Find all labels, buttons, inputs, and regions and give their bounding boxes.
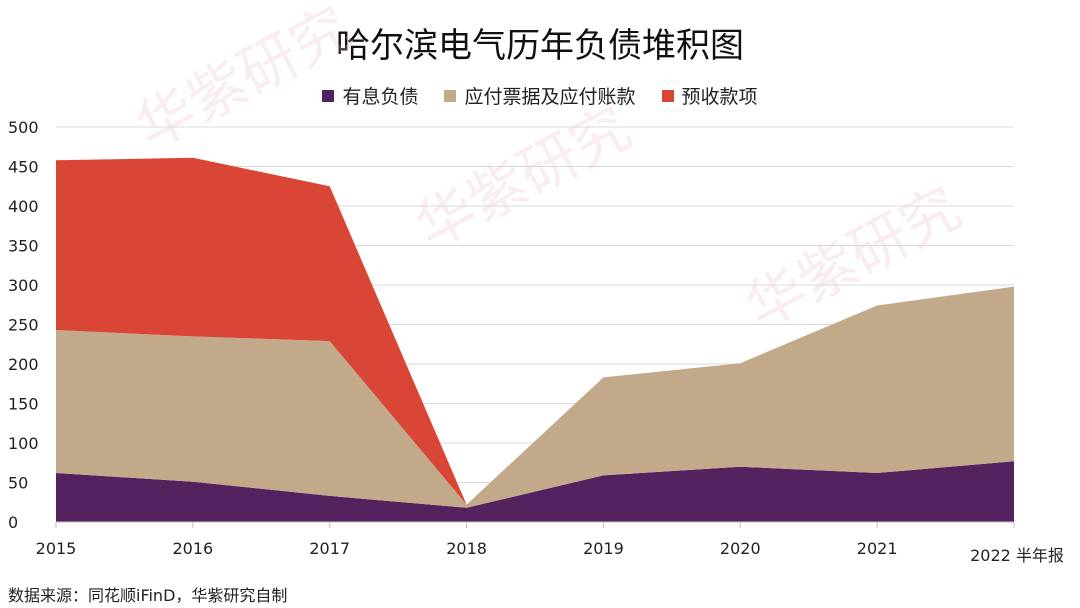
- legend-item-interest-debt: 有息负债: [322, 82, 418, 109]
- area-series-1: [56, 286, 1014, 508]
- legend-label-interest-debt: 有息负债: [342, 86, 419, 108]
- y-tick-label: 100: [8, 434, 39, 453]
- chart-legend: 有息负债 应付票据及应付账款 预收款项: [0, 82, 1080, 109]
- x-tick-label: 2019: [583, 539, 624, 558]
- y-tick-label: 50: [8, 474, 28, 493]
- area-series-0: [56, 461, 1014, 522]
- y-tick-label: 200: [8, 355, 39, 374]
- legend-swatch-advance-receipts: [661, 89, 674, 102]
- watermark-text: 华紫研究: [125, 0, 362, 162]
- y-tick-label: 400: [8, 197, 39, 216]
- x-tick-label: 2018: [446, 539, 487, 558]
- legend-item-advance-receipts: 预收款项: [661, 82, 758, 109]
- legend-item-payables: 应付票据及应付账款: [444, 82, 636, 109]
- y-tick-label: 250: [8, 316, 39, 335]
- x-tick-label: 2015: [36, 539, 77, 558]
- x-tick-label: 2017: [309, 539, 350, 558]
- area-series-2: [56, 157, 1014, 505]
- y-tick-label: 0: [8, 513, 18, 532]
- y-tick-label: 450: [8, 158, 39, 177]
- x-tick-label: 2016: [172, 539, 213, 558]
- legend-label-payables: 应付票据及应付账款: [464, 86, 636, 108]
- legend-swatch-interest-debt: [322, 89, 335, 102]
- x-tick-label: 2022 半年报: [970, 546, 1064, 565]
- x-tick-label: 2020: [720, 539, 761, 558]
- y-tick-label: 350: [8, 237, 39, 256]
- y-tick-label: 300: [8, 276, 39, 295]
- y-tick-label: 150: [8, 395, 39, 414]
- legend-label-advance-receipts: 预收款项: [681, 86, 758, 108]
- watermark-text: 华紫研究: [405, 93, 642, 262]
- source-note: 数据来源：同花顺iFinD，华紫研究自制: [8, 586, 288, 605]
- legend-swatch-payables: [444, 89, 457, 102]
- chart-title: 哈尔滨电气历年负债堆积图: [336, 26, 744, 66]
- y-tick-label: 500: [8, 118, 39, 137]
- x-tick-label: 2021: [857, 539, 898, 558]
